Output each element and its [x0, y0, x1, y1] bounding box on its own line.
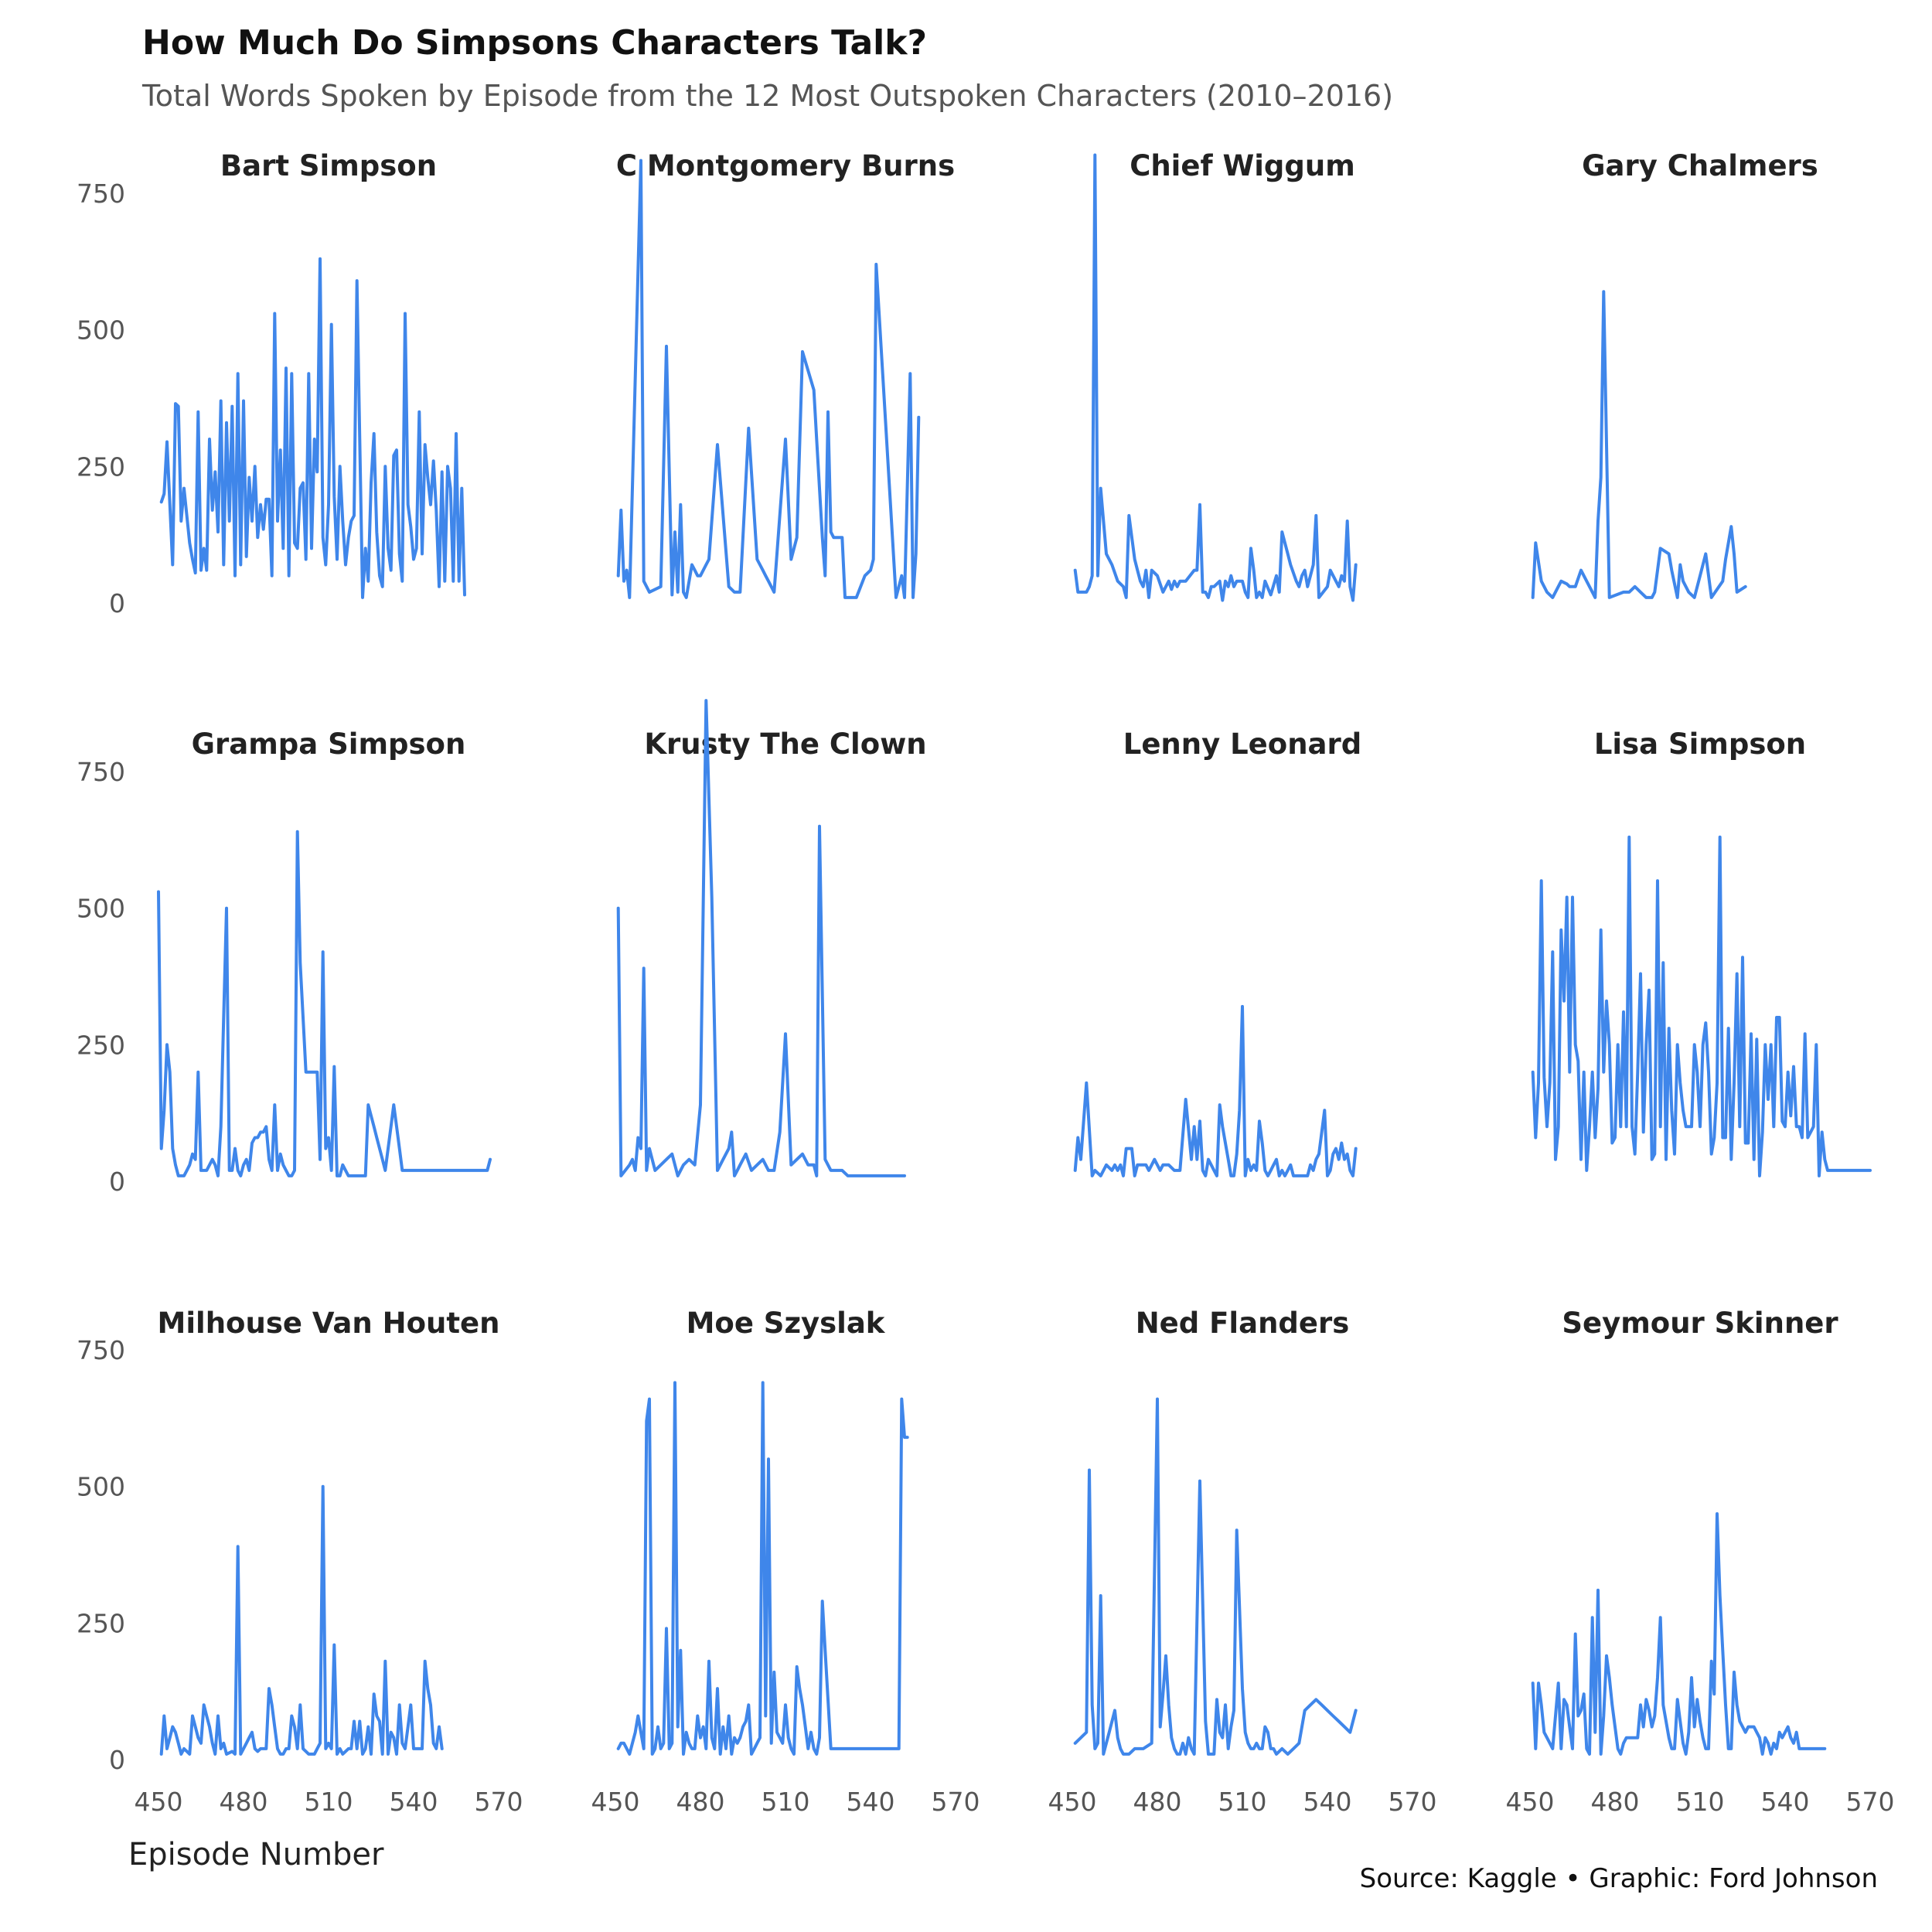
- x-tick-label: 570: [932, 1787, 980, 1817]
- x-tick-label: 570: [1846, 1787, 1895, 1817]
- panel-title: Lisa Simpson: [1594, 727, 1806, 761]
- chart-title: How Much Do Simpsons Characters Talk?: [142, 23, 928, 63]
- panel-title: Bart Simpson: [220, 149, 437, 182]
- data-line-series: [1531, 290, 1747, 599]
- x-tick-label: 540: [390, 1787, 438, 1817]
- x-tick-label: 450: [135, 1787, 183, 1817]
- data-line-series: [1073, 153, 1358, 602]
- y-tick-label: 250: [77, 1608, 125, 1638]
- facet-panel: Gary Chalmers: [1531, 149, 1818, 599]
- x-tick-label: 480: [220, 1787, 268, 1817]
- x-tick-label: 570: [1389, 1787, 1437, 1817]
- x-tick-label: 450: [591, 1787, 640, 1817]
- facet-panel: Grampa Simpson: [157, 727, 492, 1177]
- x-tick-label: 510: [1676, 1787, 1725, 1817]
- y-tick-label: 750: [77, 179, 125, 209]
- facet-panel: Lenny Leonard: [1073, 727, 1361, 1177]
- y-tick-label: 500: [77, 1472, 125, 1502]
- panel-title: Ned Flanders: [1136, 1307, 1350, 1340]
- y-tick-label: 500: [77, 894, 125, 924]
- x-tick-label: 480: [1133, 1787, 1182, 1817]
- x-tick-label: 540: [847, 1787, 895, 1817]
- x-tick-label: 540: [1303, 1787, 1352, 1817]
- data-line-series: [1531, 835, 1872, 1177]
- x-tick-label: 480: [676, 1787, 725, 1817]
- data-line-series: [616, 158, 921, 599]
- y-tick-label: 0: [109, 1167, 125, 1197]
- panel-title: Moe Szyslak: [687, 1307, 886, 1340]
- facet-panel: Lisa Simpson: [1531, 727, 1872, 1177]
- data-line-series: [616, 1381, 909, 1756]
- facet-panel: Krusty The Clown: [616, 699, 927, 1177]
- panel-title: Chief Wiggum: [1130, 149, 1355, 182]
- x-tick-label: 450: [1048, 1787, 1097, 1817]
- y-tick-label: 750: [77, 1335, 125, 1365]
- x-tick-label: 540: [1761, 1787, 1810, 1817]
- x-tick-label: 510: [762, 1787, 810, 1817]
- facet-panel: C Montgomery Burns: [616, 149, 955, 599]
- chart-subtitle: Total Words Spoken by Episode from the 1…: [142, 79, 1394, 113]
- y-tick-label: 0: [109, 588, 125, 618]
- data-line-series: [157, 830, 492, 1177]
- data-line-series: [1073, 1004, 1358, 1177]
- x-axis-title: Episode Number: [128, 1837, 384, 1872]
- facet-panel: Milhouse Van Houten: [158, 1307, 500, 1756]
- panel-title: Krusty The Clown: [644, 727, 926, 761]
- data-line-series: [1073, 1397, 1358, 1756]
- chart-caption: Source: Kaggle • Graphic: Ford Johnson: [1359, 1863, 1878, 1894]
- panel-title: Milhouse Van Houten: [158, 1307, 500, 1340]
- y-tick-label: 750: [77, 757, 125, 787]
- data-line-series: [616, 699, 906, 1177]
- y-tick-label: 250: [77, 1030, 125, 1060]
- panel-title: Lenny Leonard: [1123, 727, 1361, 761]
- facet-panel: Bart Simpson: [159, 149, 466, 599]
- data-line-series: [159, 257, 466, 599]
- y-tick-label: 250: [77, 451, 125, 482]
- panel-title: C Montgomery Burns: [616, 149, 955, 182]
- x-tick-label: 450: [1506, 1787, 1555, 1817]
- y-tick-label: 0: [109, 1745, 125, 1775]
- x-tick-label: 570: [475, 1787, 523, 1817]
- panel-title: Grampa Simpson: [192, 727, 466, 761]
- panel-title: Gary Chalmers: [1582, 149, 1818, 182]
- facet-panel: Chief Wiggum: [1073, 149, 1358, 602]
- x-tick-label: 480: [1591, 1787, 1640, 1817]
- facet-panel: Seymour Skinner: [1531, 1307, 1838, 1756]
- facet-panel: Ned Flanders: [1073, 1307, 1358, 1756]
- panel-title: Seymour Skinner: [1562, 1307, 1838, 1340]
- data-line-series: [1531, 1512, 1827, 1756]
- x-tick-label: 510: [305, 1787, 353, 1817]
- x-tick-label: 510: [1218, 1787, 1267, 1817]
- facet-panel: Moe Szyslak: [616, 1307, 909, 1756]
- y-tick-label: 500: [77, 315, 125, 346]
- data-line-series: [159, 1484, 444, 1756]
